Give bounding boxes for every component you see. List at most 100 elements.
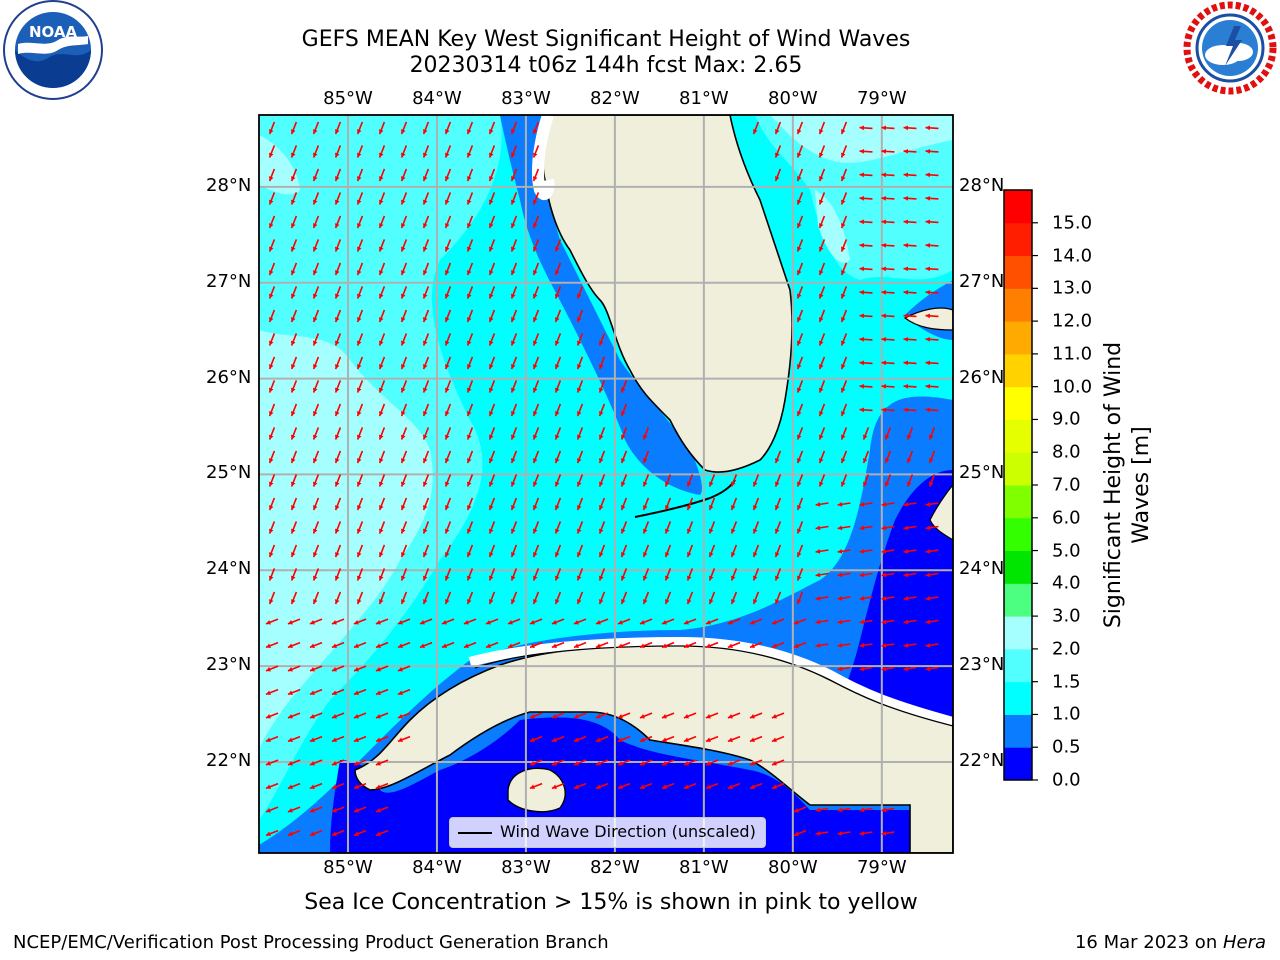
wave-direction-arrow	[356, 380, 364, 393]
wave-direction-arrow	[510, 544, 518, 558]
wave-direction-arrow	[532, 286, 540, 299]
wave-direction-arrow	[774, 450, 782, 464]
colorbar-tick-label: 8.0	[1052, 441, 1081, 463]
wave-direction-arrow	[576, 286, 584, 299]
wave-direction-arrow	[598, 380, 606, 393]
wave-direction-arrow	[466, 192, 474, 205]
wave-direction-arrow	[510, 521, 518, 534]
wave-direction-arrow	[925, 148, 939, 154]
wave-direction-arrow	[529, 618, 543, 625]
wave-direction-arrow	[312, 262, 320, 276]
wave-direction-arrow	[488, 403, 496, 417]
wave-direction-arrow	[859, 807, 873, 813]
lon-label-top: 85°W	[323, 88, 373, 109]
wave-direction-arrow	[859, 595, 873, 601]
wave-direction-arrow	[903, 383, 917, 389]
wave-direction-arrow	[290, 333, 298, 346]
wave-direction-arrow	[422, 215, 430, 229]
wave-direction-arrow	[906, 450, 914, 464]
wave-direction-arrow	[551, 712, 565, 719]
wave-direction-arrow	[378, 145, 386, 158]
wave-direction-arrow	[598, 474, 606, 487]
wave-direction-arrow	[774, 121, 782, 135]
wave-direction-arrow	[422, 262, 430, 276]
wave-direction-arrow	[268, 121, 276, 135]
wave-direction-arrow	[334, 591, 342, 605]
wave-direction-arrow	[639, 641, 653, 649]
noaa-logo: NOAA	[2, 0, 104, 102]
wave-direction-arrow	[356, 215, 364, 229]
wave-direction-arrow	[818, 450, 826, 464]
wave-direction-arrow	[422, 239, 430, 252]
wave-direction-arrow	[529, 782, 543, 790]
wave-direction-arrow	[290, 262, 298, 276]
wave-direction-arrow	[353, 735, 367, 743]
wave-direction-arrow	[422, 168, 430, 182]
wave-direction-arrow	[331, 665, 345, 672]
wave-direction-arrow	[397, 618, 411, 625]
wave-direction-arrow	[730, 474, 738, 487]
wave-direction-arrow	[309, 618, 323, 625]
wave-direction-arrow	[661, 735, 675, 743]
wave-direction-arrow	[529, 735, 543, 743]
wave-direction-arrow	[859, 572, 873, 578]
wave-direction-arrow	[928, 474, 936, 487]
wave-direction-arrow	[268, 168, 276, 182]
wave-direction-arrow	[796, 544, 804, 558]
wave-direction-arrow	[642, 591, 650, 605]
wave-direction-arrow	[510, 215, 518, 229]
wave-direction-arrow	[378, 544, 386, 558]
wave-direction-arrow	[510, 450, 518, 464]
wave-direction-arrow	[444, 568, 452, 581]
wave-direction-arrow	[859, 148, 873, 154]
wave-direction-arrow	[400, 309, 408, 323]
wave-direction-arrow	[771, 782, 785, 790]
wave-direction-arrow	[290, 239, 298, 252]
wave-direction-arrow	[554, 521, 562, 534]
wave-direction-arrow	[312, 192, 320, 205]
wave-direction-arrow	[881, 666, 895, 672]
wave-direction-arrow	[815, 830, 829, 836]
wave-direction-arrow	[859, 313, 873, 319]
colorbar-segment	[1004, 386, 1032, 420]
wave-direction-arrow	[268, 474, 276, 487]
wave-direction-arrow	[620, 403, 628, 417]
wave-direction-arrow	[444, 591, 452, 605]
wave-direction-arrow	[903, 572, 917, 578]
wave-direction-arrow	[488, 356, 496, 370]
wave-direction-arrow	[793, 806, 807, 813]
wave-direction-arrow	[510, 286, 518, 299]
wave-direction-arrow	[466, 168, 474, 182]
wave-direction-arrow	[510, 309, 518, 323]
wave-direction-arrow	[793, 618, 807, 625]
wave-direction-arrow	[488, 192, 496, 205]
wave-direction-arrow	[818, 192, 826, 205]
lat-label-right: 25°N	[959, 462, 1005, 484]
colorbar-tick-label: 0.5	[1052, 736, 1081, 758]
wave-direction-arrow	[796, 239, 804, 252]
colorbar-segment	[1004, 419, 1032, 453]
lon-label-top: 79°W	[856, 88, 907, 109]
wave-direction-arrow	[840, 450, 848, 464]
wave-direction-arrow	[595, 641, 609, 649]
wave-direction-arrow	[840, 309, 848, 323]
wave-direction-arrow	[419, 618, 433, 625]
wave-direction-arrow	[290, 403, 298, 417]
wave-direction-arrow	[903, 148, 917, 154]
wave-direction-arrow	[771, 759, 785, 766]
wave-direction-arrow	[796, 497, 804, 511]
wave-direction-arrow	[400, 544, 408, 558]
wave-direction-arrow	[444, 356, 452, 370]
wave-direction-arrow	[312, 215, 320, 229]
wave-direction-arrow	[441, 641, 455, 649]
wave-direction-arrow	[334, 309, 342, 323]
colorbar-tick-label: 11.0	[1052, 343, 1093, 365]
wave-direction-arrow	[859, 666, 873, 672]
wave-direction-arrow	[859, 619, 873, 625]
wave-direction-arrow	[334, 356, 342, 370]
wave-direction-arrow	[331, 829, 345, 837]
wave-direction-arrow	[356, 356, 364, 370]
wave-direction-arrow	[290, 168, 298, 182]
wave-direction-arrow	[400, 215, 408, 229]
wave-direction-arrow	[334, 333, 342, 346]
